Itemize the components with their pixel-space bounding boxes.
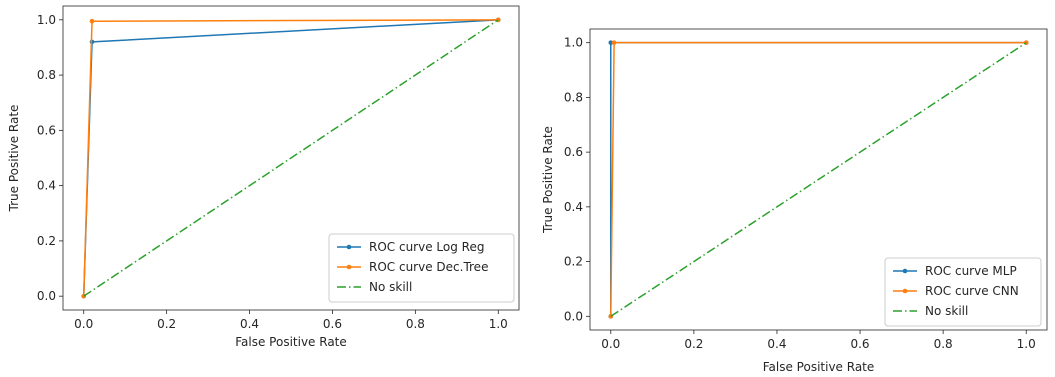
- series-point: [89, 18, 95, 24]
- x-tick-label: 0.4: [767, 337, 786, 351]
- plot-frame: [62, 5, 520, 311]
- x-tick-label: 0.8: [934, 337, 953, 351]
- legend-entry: No skill: [369, 280, 412, 294]
- roc-chart-right: 0.0 0.2 0.4 0.6 0.8 1.0 0.0 0.2 0.4 0.6 0.8 1.0 Fals…: [541, 28, 1048, 374]
- legend-box: [328, 233, 515, 303]
- x-axis-label: False Positive Rate: [763, 360, 875, 374]
- legend-box: [884, 257, 1042, 327]
- y-tick-label: 0.2: [37, 234, 56, 248]
- y-tick-label: 0.2: [564, 255, 583, 269]
- y-tick-label: 0.4: [564, 200, 583, 214]
- plot-frame: [589, 28, 1048, 331]
- x-tick-label: 1.0: [489, 317, 508, 331]
- y-tick-label: 0.6: [37, 123, 56, 137]
- x-tick-label: 0.8: [406, 317, 425, 331]
- y-tick-label: 0.4: [37, 179, 56, 193]
- y-tick-label: 0.6: [564, 145, 583, 159]
- y-tick-label: 0.0: [564, 309, 583, 323]
- series-point: [611, 40, 617, 45]
- y-tick-label: 1.0: [37, 13, 56, 27]
- roc-chart-left: 0.0 0.2 0.4 0.6 0.8 1.0 0.0 0.2 0.4 0.6 0.8 1.0 Fals…: [7, 5, 520, 349]
- legend-marker: [346, 244, 352, 250]
- series-line: [83, 19, 499, 297]
- series-point: [608, 40, 614, 45]
- y-axis-label: True Positive Rate: [541, 126, 555, 234]
- x-tick-label: 0.6: [323, 317, 342, 331]
- legend-marker: [346, 264, 352, 270]
- legend-entry: ROC curve Log Reg: [369, 240, 484, 254]
- legend-entry: ROC curve Dec.Tree: [369, 260, 488, 274]
- x-tick-label: 0.4: [240, 317, 259, 331]
- legend-marker: [902, 268, 908, 274]
- y-axis-label: True Positive Rate: [7, 105, 21, 213]
- legend-entry: ROC curve MLP: [925, 264, 1017, 278]
- x-tick-label: 0.6: [850, 337, 869, 351]
- x-tick-label: 1.0: [1017, 337, 1036, 351]
- legend-entry: No skill: [925, 304, 968, 318]
- x-tick-label: 0.0: [74, 317, 93, 331]
- legend-entry: ROC curve CNN: [925, 284, 1019, 298]
- x-tick-label: 0.2: [684, 337, 703, 351]
- y-tick-label: 0.0: [37, 289, 56, 303]
- y-tick-label: 1.0: [564, 36, 583, 50]
- x-tick-label: 0.0: [601, 337, 620, 351]
- legend-marker: [902, 288, 908, 294]
- x-tick-label: 0.2: [157, 317, 176, 331]
- x-axis-label: False Positive Rate: [235, 335, 347, 349]
- y-tick-label: 0.8: [37, 68, 56, 82]
- series-line: [610, 42, 1027, 317]
- y-tick-label: 0.8: [564, 90, 583, 104]
